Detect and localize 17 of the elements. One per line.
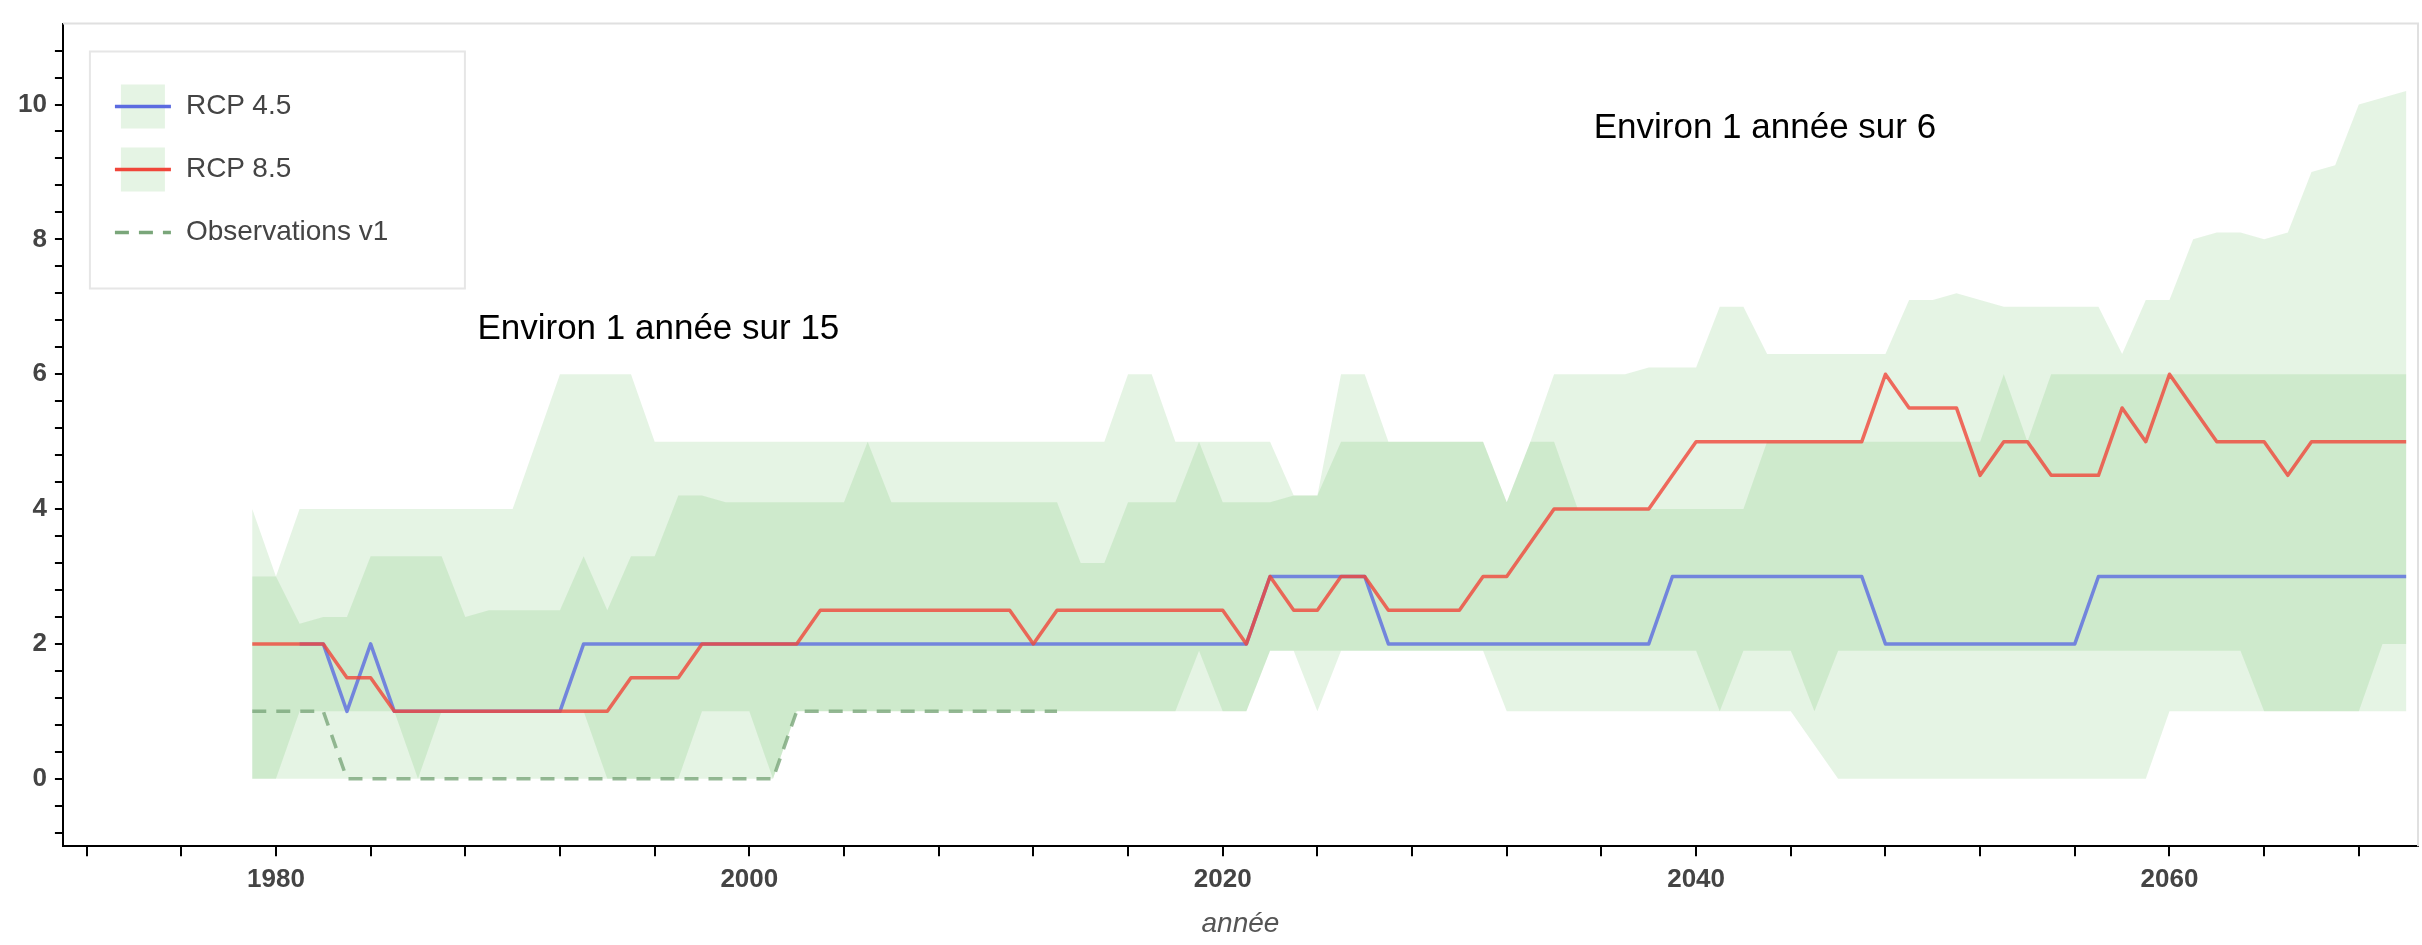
- annotation: Environ 1 année sur 6: [1593, 105, 1937, 145]
- y-tick-label: 2: [32, 627, 47, 658]
- legend-label: Observations v1: [185, 215, 389, 247]
- x-tick-label: 2020: [1193, 862, 1252, 893]
- x-tick-label: 2060: [2140, 862, 2199, 893]
- legend-label: RCP 8.5: [185, 152, 292, 184]
- y-tick-label: 8: [32, 222, 47, 253]
- annotation: Environ 1 année sur 15: [477, 307, 840, 347]
- x-tick-label: 2040: [1667, 862, 1726, 893]
- x-tick-label: 1980: [247, 862, 305, 893]
- y-tick-label: 4: [32, 492, 48, 523]
- x-axis-title: année: [1201, 907, 1280, 938]
- legend-label: RCP 4.5: [185, 89, 292, 121]
- y-tick-label: 0: [32, 761, 47, 792]
- y-tick-label: 10: [18, 87, 47, 118]
- y-tick-label: 6: [32, 357, 47, 388]
- x-tick-label: 2000: [720, 862, 779, 893]
